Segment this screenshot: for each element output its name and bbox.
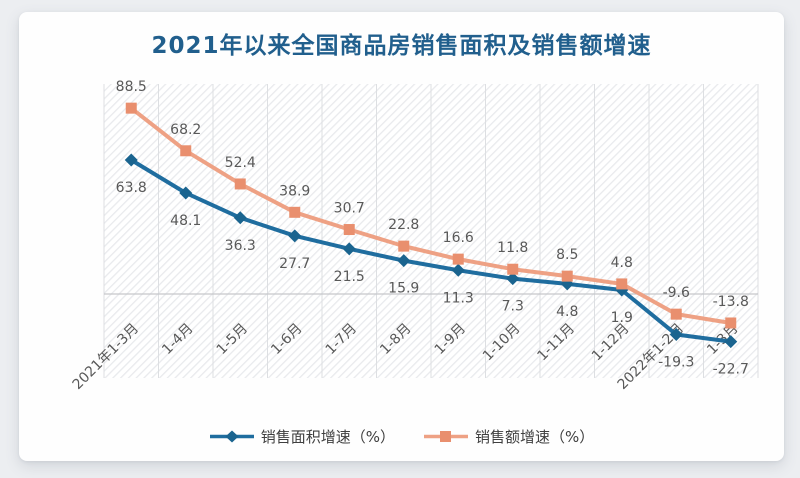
data-point-label: 27.7 bbox=[279, 256, 310, 272]
data-point-marker bbox=[669, 328, 683, 342]
data-point-label: 30.7 bbox=[334, 201, 365, 217]
vertical-gridlines bbox=[103, 84, 759, 378]
legend-diamond-marker-icon bbox=[209, 430, 254, 442]
data-point-label: 88.5 bbox=[116, 79, 147, 95]
data-point-marker bbox=[506, 272, 520, 286]
line-chart: 2021年1-3月 1-4月 1-5月 1-6月 1-7月 1-8月 1-9月 1-10月 1-… bbox=[70, 79, 759, 393]
chart-card: 2021年以来全国商品房销售面积及销售额增速 2021年1-3月 1-4月 1-5月… bbox=[19, 12, 784, 461]
data-point-marker bbox=[670, 308, 682, 320]
data-point-label: 11.8 bbox=[497, 240, 528, 256]
data-point-marker bbox=[289, 206, 301, 218]
legend-label-sales-area: 销售面积增速（%） bbox=[260, 427, 395, 446]
data-point-marker bbox=[179, 186, 193, 200]
series-sales-area: 63.8 48.1 36.3 27.7 21.5 15.9 11.3 7.3 4.8 1.9 -19… bbox=[116, 153, 749, 378]
data-point-label: 1.9 bbox=[611, 310, 633, 326]
chart-legend: 销售面积增速（%） 销售额增速（%） bbox=[19, 423, 784, 449]
data-point-marker bbox=[343, 224, 355, 236]
data-point-label: 4.8 bbox=[556, 304, 578, 320]
data-point-marker bbox=[342, 242, 356, 256]
series-line bbox=[129, 158, 733, 344]
data-point-label: 38.9 bbox=[279, 183, 310, 199]
data-point-marker bbox=[288, 229, 302, 243]
data-point-label: -13.8 bbox=[713, 294, 749, 310]
data-point-label: -19.3 bbox=[658, 355, 694, 371]
series-line bbox=[129, 106, 733, 325]
legend-item-sales-amount: 销售额增速（%） bbox=[423, 426, 594, 447]
data-point-label: 8.5 bbox=[556, 247, 578, 263]
data-point-marker bbox=[180, 145, 192, 157]
series-sales-amount: 88.5 68.2 52.4 38.9 30.7 22.8 16.6 11.8 8.5 4.8 -9… bbox=[116, 79, 749, 329]
data-point-marker bbox=[125, 102, 137, 114]
data-point-label: 68.2 bbox=[170, 122, 201, 138]
data-point-marker bbox=[724, 335, 738, 349]
data-point-marker bbox=[234, 178, 246, 190]
data-point-label: -22.7 bbox=[713, 362, 749, 378]
data-point-marker bbox=[507, 263, 519, 275]
data-point-marker bbox=[451, 263, 465, 277]
data-point-label: 15.9 bbox=[388, 281, 419, 297]
data-point-marker bbox=[233, 211, 247, 225]
data-point-label: 16.6 bbox=[443, 230, 474, 246]
data-point-marker bbox=[616, 278, 628, 290]
data-point-label: 63.8 bbox=[116, 180, 147, 196]
chart-title: 2021年以来全国商品房销售面积及销售额增速 bbox=[151, 33, 652, 59]
legend-square-marker-icon bbox=[424, 430, 468, 442]
data-point-marker bbox=[725, 317, 737, 329]
data-point-label: 21.5 bbox=[334, 269, 365, 285]
data-point-label: 22.8 bbox=[388, 217, 419, 233]
legend-item-sales-area: 销售面积增速（%） bbox=[209, 426, 395, 447]
data-point-label: 11.3 bbox=[443, 290, 474, 306]
data-point-label: 52.4 bbox=[225, 155, 256, 171]
data-point-marker bbox=[124, 153, 138, 167]
data-point-label: 4.8 bbox=[611, 255, 633, 271]
data-point-label: 36.3 bbox=[225, 238, 256, 254]
legend-label-sales-amount: 销售额增速（%） bbox=[475, 427, 595, 446]
data-point-label: 48.1 bbox=[170, 213, 201, 229]
data-point-marker bbox=[398, 240, 410, 252]
data-point-label: 7.3 bbox=[502, 299, 524, 315]
data-point-marker bbox=[561, 270, 573, 282]
data-point-marker bbox=[452, 253, 464, 265]
data-point-label: -9.6 bbox=[663, 285, 690, 301]
